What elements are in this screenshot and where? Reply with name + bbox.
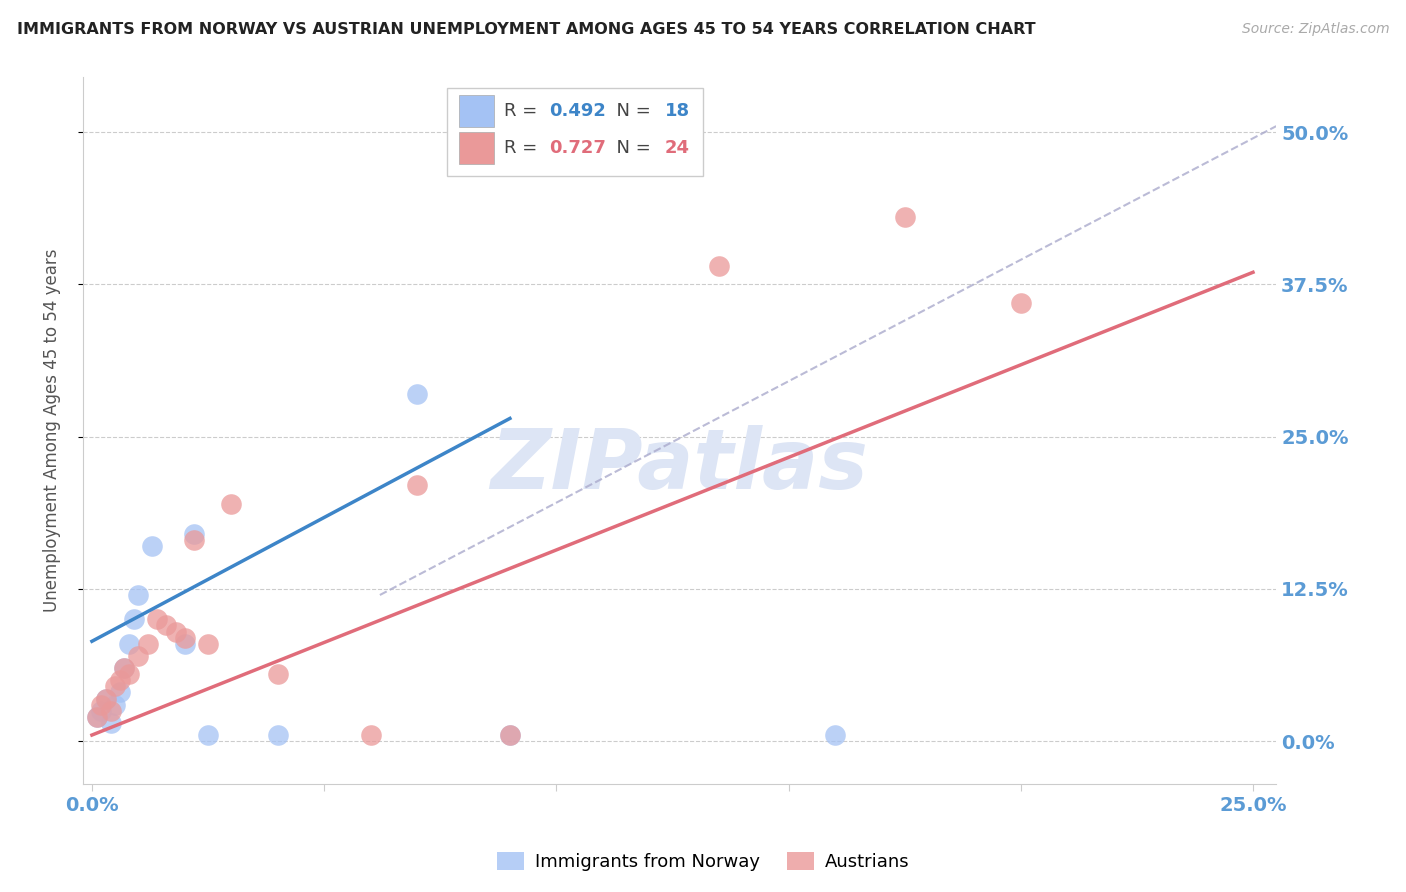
Point [90, 698, 112, 712]
Point [267, 728, 290, 742]
Point [100, 715, 122, 730]
FancyBboxPatch shape [458, 132, 495, 164]
Point [108, 685, 131, 699]
Point [86, 710, 108, 724]
Text: 24: 24 [665, 139, 690, 157]
Point [118, 667, 141, 681]
Point [141, 539, 163, 553]
Text: IMMIGRANTS FROM NORWAY VS AUSTRIAN UNEMPLOYMENT AMONG AGES 45 TO 54 YEARS CORREL: IMMIGRANTS FROM NORWAY VS AUSTRIAN UNEMP… [17, 22, 1035, 37]
Point [100, 704, 122, 718]
Text: N =: N = [606, 139, 657, 157]
Point [893, 211, 915, 225]
Point [267, 667, 290, 681]
Text: R =: R = [503, 139, 543, 157]
Point [197, 637, 219, 651]
Point [183, 527, 205, 541]
Point [406, 478, 429, 492]
Point [127, 588, 149, 602]
Legend: Immigrants from Norway, Austrians: Immigrants from Norway, Austrians [489, 845, 917, 879]
Point [360, 728, 382, 742]
Point [94, 691, 117, 706]
Point [118, 637, 141, 651]
Point [183, 533, 205, 548]
Point [94, 691, 117, 706]
Point [90, 704, 112, 718]
Y-axis label: Unemployment Among Ages 45 to 54 years: Unemployment Among Ages 45 to 54 years [44, 249, 60, 612]
Point [122, 612, 145, 626]
Point [127, 648, 149, 663]
Point [173, 631, 195, 645]
Point [219, 497, 242, 511]
Point [165, 624, 187, 639]
Point [146, 612, 169, 626]
Point [114, 661, 136, 675]
Point [824, 728, 846, 742]
Point [136, 637, 159, 651]
Point [173, 637, 195, 651]
Text: Source: ZipAtlas.com: Source: ZipAtlas.com [1241, 22, 1389, 37]
Point [1010, 295, 1032, 310]
Text: 0.727: 0.727 [550, 139, 606, 157]
Point [499, 728, 522, 742]
Point [108, 673, 131, 688]
Point [707, 259, 730, 273]
Text: ZIPatlas: ZIPatlas [491, 425, 869, 507]
Text: R =: R = [503, 102, 543, 120]
Text: N =: N = [606, 102, 657, 120]
Point [104, 679, 127, 693]
Point [114, 661, 136, 675]
Point [499, 728, 522, 742]
Point [155, 618, 177, 632]
FancyBboxPatch shape [458, 95, 495, 127]
Point [104, 698, 127, 712]
Text: 0.492: 0.492 [550, 102, 606, 120]
FancyBboxPatch shape [447, 88, 703, 177]
Point [86, 710, 108, 724]
Point [197, 728, 219, 742]
Text: 18: 18 [665, 102, 690, 120]
Point [406, 387, 429, 401]
